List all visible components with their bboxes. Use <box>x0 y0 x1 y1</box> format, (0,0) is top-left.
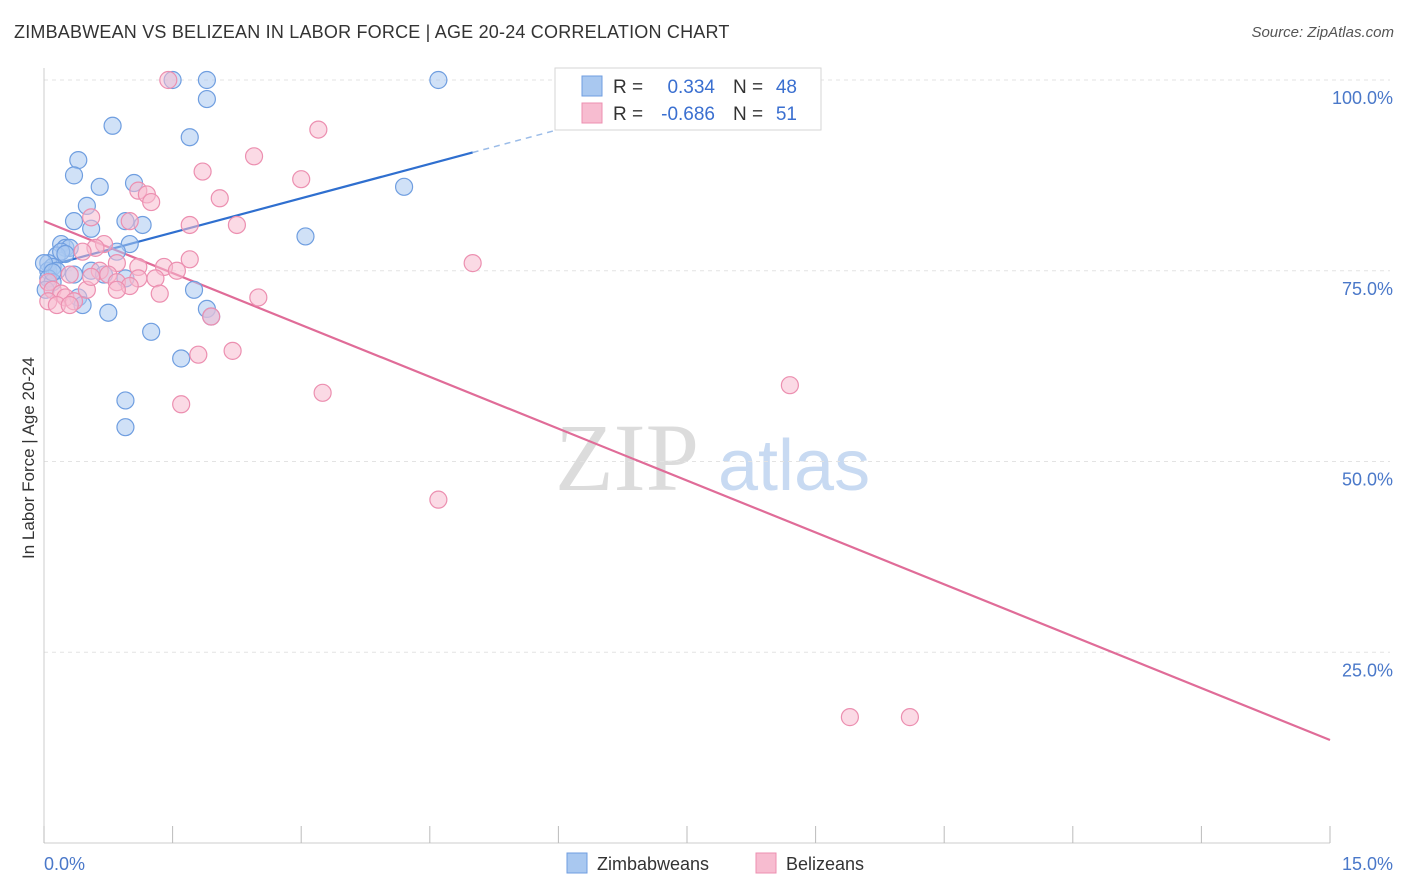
point-belizeans-8 <box>142 192 161 212</box>
trend-line-belizeans <box>43 220 1331 742</box>
point-belizeans-47 <box>429 490 448 509</box>
point-belizeans-7 <box>210 189 229 208</box>
point-belizeans-45 <box>313 383 332 402</box>
point-zimbabweans-6 <box>69 151 88 170</box>
y-tick-label-3: 25.0% <box>1342 660 1393 680</box>
point-belizeans-36 <box>249 288 268 307</box>
point-zimbabweans-5 <box>180 128 199 147</box>
point-belizeans-2 <box>244 147 264 166</box>
point-belizeans-12 <box>180 215 199 235</box>
legend-n-label-2: N = <box>733 104 763 125</box>
point-belizeans-49 <box>900 708 920 727</box>
chart-title: ZIMBABWEAN VS BELIZEAN IN LABOR FORCE | … <box>14 22 730 42</box>
legend-box: R = 0.334 N = 48 R = -0.686 N = 51 <box>554 67 822 131</box>
point-zimbabweans-4 <box>103 116 122 135</box>
point-belizeans-42 <box>189 345 208 364</box>
bottom-legend-swatch-belizeans <box>755 852 777 874</box>
point-belizeans-22 <box>167 261 186 280</box>
bottom-legend: Zimbabweans Belizeans <box>566 852 864 874</box>
point-belizeans-15 <box>73 242 92 261</box>
bottom-legend-zimbabweans: Zimbabweans <box>597 854 709 874</box>
legend-n-value-2: 51 <box>776 104 797 125</box>
legend-r-value-2: -0.686 <box>661 104 715 125</box>
point-zimbabweans-3 <box>197 89 216 109</box>
point-zimbabweans-2 <box>429 70 448 90</box>
point-belizeans-1 <box>309 120 328 139</box>
point-belizeans-43 <box>223 341 242 360</box>
y-tick-label-1: 75.0% <box>1342 279 1393 299</box>
x-tick-label-1: 15.0% <box>1342 854 1393 874</box>
point-zimbabweans-39 <box>99 303 118 322</box>
point-belizeans-11 <box>227 215 246 235</box>
bottom-legend-belizeans: Belizeans <box>786 854 864 874</box>
watermark-atlas: atlas <box>718 426 870 506</box>
point-belizeans-16 <box>180 250 199 269</box>
legend-swatch-zimbabweans <box>581 75 603 97</box>
axis-layer <box>43 68 1331 844</box>
legend-r-label-2: R = <box>613 104 643 125</box>
point-belizeans-44 <box>780 376 799 395</box>
point-belizeans-40 <box>60 295 79 315</box>
legend-swatch-belizeans <box>581 102 603 124</box>
point-belizeans-9 <box>82 208 101 227</box>
legend-n-label-1: N = <box>733 77 763 98</box>
point-belizeans-0 <box>159 70 178 90</box>
point-zimbabweans-42 <box>172 349 191 368</box>
points-layer <box>34 70 920 727</box>
point-zimbabweans-1 <box>197 70 216 90</box>
point-zimbabweans-9 <box>90 177 109 196</box>
x-tick-label-0: 0.0% <box>44 854 85 874</box>
point-belizeans-3 <box>193 162 212 181</box>
point-belizeans-33 <box>107 280 126 299</box>
point-zimbabweans-47 <box>56 244 75 264</box>
legend-r-label-1: R = <box>613 77 643 98</box>
point-belizeans-10 <box>120 212 139 231</box>
y-tick-label-0: 100.0% <box>1332 88 1393 108</box>
bottom-legend-swatch-zimbabweans <box>566 852 588 874</box>
point-belizeans-4 <box>292 170 311 189</box>
legend-r-value-1: 0.334 <box>667 77 715 98</box>
point-zimbabweans-10 <box>394 177 414 196</box>
point-belizeans-17 <box>463 254 482 273</box>
point-belizeans-50 <box>82 267 101 286</box>
point-zimbabweans-16 <box>296 227 315 246</box>
point-belizeans-41 <box>202 307 221 326</box>
grid-layer <box>44 79 1390 653</box>
point-zimbabweans-35 <box>184 280 204 299</box>
point-zimbabweans-41 <box>142 322 161 341</box>
y-axis-label: In Labor Force | Age 20-24 <box>19 357 38 559</box>
point-belizeans-34 <box>150 284 169 303</box>
point-zimbabweans-12 <box>64 212 84 231</box>
point-zimbabweans-7 <box>64 166 84 185</box>
point-belizeans-25 <box>146 269 165 288</box>
point-zimbabweans-43 <box>116 391 135 410</box>
chart-source: Source: ZipAtlas.com <box>1251 24 1394 41</box>
point-belizeans-48 <box>840 708 859 727</box>
point-zimbabweans-44 <box>116 418 135 437</box>
label-layer: 100.0% 75.0% 50.0% 25.0% 0.0% 15.0% <box>44 88 1393 874</box>
point-belizeans-23 <box>60 265 79 284</box>
y-tick-label-2: 50.0% <box>1342 470 1393 490</box>
legend-n-value-1: 48 <box>776 77 797 98</box>
point-belizeans-46 <box>172 395 191 414</box>
